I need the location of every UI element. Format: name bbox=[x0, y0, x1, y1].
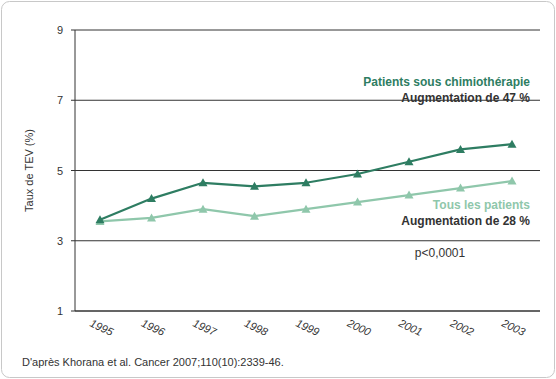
annotation: Augmentation de 47 % bbox=[401, 91, 530, 105]
series-marker bbox=[250, 212, 259, 220]
x-tick-label: 1996 bbox=[140, 317, 168, 339]
grid-line bbox=[75, 170, 540, 171]
series-label: Patients sous chimiothérapie bbox=[363, 75, 530, 89]
y-tick-label: 9 bbox=[57, 24, 63, 36]
y-axis bbox=[75, 30, 76, 311]
series-marker bbox=[508, 177, 517, 185]
x-tick-label: 2003 bbox=[499, 316, 528, 338]
series-marker bbox=[508, 140, 517, 148]
series-marker bbox=[353, 170, 362, 178]
annotation: D'après Khorana et al. Cancer 2007;110(1… bbox=[22, 356, 284, 368]
series-marker bbox=[147, 194, 156, 202]
grid-line bbox=[75, 30, 540, 31]
series-marker bbox=[96, 215, 105, 223]
series-marker bbox=[353, 198, 362, 206]
series-marker bbox=[302, 178, 311, 186]
series-marker bbox=[405, 157, 414, 165]
series-marker bbox=[250, 182, 259, 190]
grid-line bbox=[75, 311, 540, 312]
x-axis bbox=[75, 311, 540, 312]
tick-mark bbox=[71, 30, 75, 31]
x-tick-label: 2002 bbox=[448, 316, 476, 338]
frame bbox=[2, 2, 555, 378]
y-tick-label: 7 bbox=[57, 94, 63, 106]
tick-mark bbox=[71, 311, 75, 312]
grid-line bbox=[75, 240, 540, 241]
chart: 1 3 5 7 9 Taux de TEV (%) 1995 1996 1997 1998 1999… bbox=[0, 0, 556, 379]
plot-area bbox=[96, 140, 517, 225]
x-tick-label: 2001 bbox=[396, 316, 424, 338]
x-tick-label: 1999 bbox=[294, 317, 321, 338]
series-marker bbox=[302, 205, 311, 213]
series-marker bbox=[405, 191, 414, 199]
tick-mark bbox=[71, 100, 75, 101]
series-marker bbox=[456, 184, 465, 192]
series-label: Tous les patients bbox=[433, 198, 530, 212]
x-tick-label: 1997 bbox=[191, 317, 219, 339]
annotation: Augmentation de 28 % bbox=[401, 214, 530, 228]
series-marker bbox=[147, 213, 156, 221]
x-tick-label: 2000 bbox=[345, 316, 374, 338]
series-marker bbox=[199, 178, 208, 186]
x-tick-label: 1995 bbox=[88, 317, 116, 339]
series-marker bbox=[199, 205, 208, 213]
y-tick-label: 1 bbox=[57, 305, 63, 317]
y-tick-label: 5 bbox=[57, 165, 63, 177]
series-marker bbox=[456, 145, 465, 153]
y-axis-label: Taux de TEV (%) bbox=[23, 129, 35, 212]
x-tick-label: 1998 bbox=[243, 317, 271, 339]
y-tick-label: 3 bbox=[57, 235, 63, 247]
tick-mark bbox=[71, 240, 75, 241]
tick-mark bbox=[71, 170, 75, 171]
annotation: p<0,0001 bbox=[415, 246, 466, 260]
